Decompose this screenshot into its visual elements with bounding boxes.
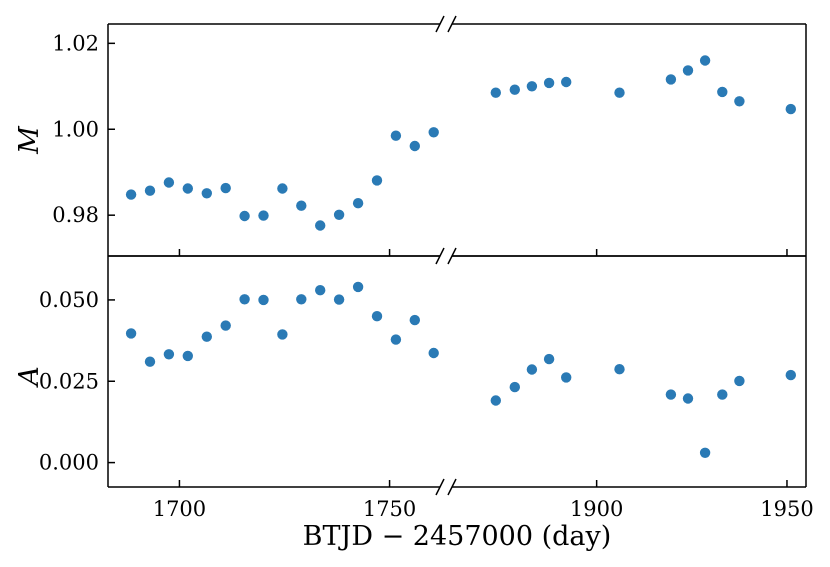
bottom-panel-y-ticks: 0.000 0.025 0.050 <box>39 288 115 475</box>
bottom-data-point <box>333 294 345 305</box>
bottom-data-point <box>390 334 402 345</box>
bottom-data-point <box>258 294 269 306</box>
bottom-data-point <box>561 372 572 383</box>
top-data-point <box>428 127 439 138</box>
bottom-data-point <box>699 447 711 458</box>
bottom-data-point <box>277 329 288 340</box>
bottom-data-point <box>717 389 728 400</box>
axis-break-mark <box>447 247 457 265</box>
top-data-point <box>182 183 193 194</box>
axis-break-mark <box>447 15 457 33</box>
top-data-point <box>220 182 231 194</box>
bottom-data-point <box>182 350 193 362</box>
top-data-point <box>490 87 501 98</box>
bottom-data-point <box>296 294 307 305</box>
top-data-point <box>296 200 307 211</box>
axis-break-mark <box>435 478 445 496</box>
top-data-point <box>543 77 555 89</box>
bottom-data-point <box>734 375 745 387</box>
top-data-point <box>785 103 796 115</box>
bottom-data-point <box>315 285 326 296</box>
top-data-point <box>277 183 288 194</box>
y-axis-title-top: M <box>14 125 45 155</box>
top-data-point <box>526 81 538 92</box>
bottom-data-point <box>220 320 231 331</box>
top-data-point <box>717 86 728 98</box>
bottom-data-point <box>409 314 420 326</box>
bottom-data-point <box>490 395 501 406</box>
top-y-tick-label: 0.98 <box>52 203 99 227</box>
top-y-tick-label: 1.00 <box>52 117 99 141</box>
top-data-point <box>734 96 745 107</box>
top-data-point <box>144 185 156 196</box>
top-data-point <box>561 76 572 88</box>
top-panel-points <box>125 55 796 231</box>
bottom-data-point <box>428 347 439 359</box>
bottom-panel: 0.000 0.025 0.050 <box>39 255 807 488</box>
top-panel: 0.98 1.00 1.02 <box>52 23 807 257</box>
x-axis-ticks: 1700 1750 1900 1950 <box>153 249 814 521</box>
top-panel-y-ticks: 0.98 1.00 1.02 <box>52 31 115 227</box>
top-y-tick-label: 1.02 <box>52 31 99 55</box>
bottom-data-point <box>614 364 625 375</box>
top-data-point <box>239 210 250 222</box>
top-data-point <box>371 175 383 186</box>
top-data-point <box>163 177 175 188</box>
x-axis-title: BTJD − 2457000 (day) <box>303 521 612 552</box>
x-tick-label: 1900 <box>570 497 623 521</box>
top-data-point <box>333 209 345 220</box>
x-tick-label: 1700 <box>153 497 206 521</box>
y-axis-title-bottom: A <box>14 366 45 389</box>
axis-break-mark <box>447 478 457 496</box>
top-data-point <box>352 198 364 209</box>
bottom-data-point <box>526 364 538 375</box>
bottom-panel-axes <box>107 255 807 488</box>
bottom-data-point <box>665 389 677 400</box>
axis-break-mark <box>435 15 445 33</box>
top-data-point <box>390 130 402 141</box>
top-data-point <box>258 210 269 221</box>
bottom-panel-points <box>125 281 796 458</box>
bottom-data-point <box>371 311 383 322</box>
axis-break-marks <box>435 15 457 496</box>
x-tick-label: 1950 <box>760 497 813 521</box>
bottom-data-point <box>125 328 137 339</box>
top-data-point <box>665 74 677 85</box>
bottom-data-point <box>543 353 555 365</box>
top-data-point <box>699 55 711 66</box>
bottom-data-point <box>144 356 156 367</box>
bottom-data-point <box>239 294 250 305</box>
bottom-data-point <box>201 331 212 342</box>
bottom-y-tick-label: 0.025 <box>39 369 99 393</box>
top-data-point <box>409 140 420 152</box>
x-tick-label: 1750 <box>363 497 416 521</box>
bottom-y-tick-label: 0.050 <box>39 288 99 312</box>
top-data-point <box>125 189 137 200</box>
bottom-data-point <box>509 381 520 393</box>
bottom-data-point <box>785 369 796 381</box>
top-data-point <box>201 188 212 199</box>
bottom-data-point <box>163 349 175 360</box>
bottom-y-tick-label: 0.000 <box>39 451 99 475</box>
top-data-point <box>614 87 625 98</box>
top-data-point <box>315 220 326 231</box>
axis-break-mark <box>435 247 445 265</box>
top-data-point <box>509 84 520 95</box>
top-data-point <box>682 65 694 76</box>
bottom-data-point <box>682 393 694 404</box>
bottom-data-point <box>352 281 364 293</box>
